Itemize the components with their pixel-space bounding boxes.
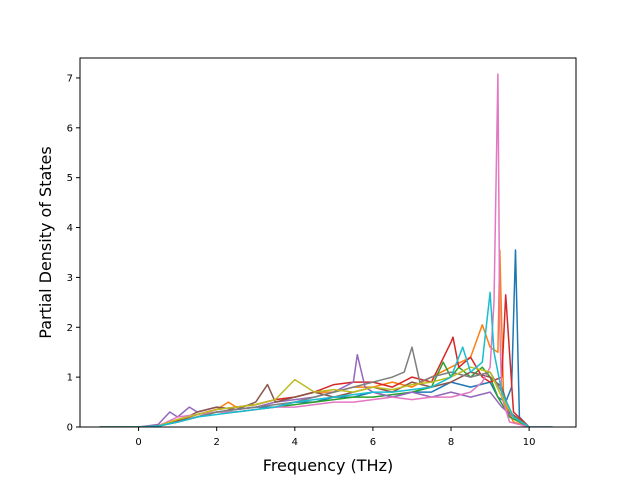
series-layer <box>99 73 553 427</box>
x-tick-label: 10 <box>523 437 536 448</box>
y-tick-label: 6 <box>67 123 73 134</box>
y-tick-label: 2 <box>67 323 73 334</box>
x-tick-label: 6 <box>370 437 376 448</box>
x-tick-label: 8 <box>448 437 454 448</box>
x-tick-label: 2 <box>214 437 220 448</box>
series-line-9 <box>99 291 530 427</box>
y-axis-ticks: 0 1 2 3 4 5 6 7 <box>67 73 80 434</box>
series-line-6 <box>99 73 530 427</box>
x-axis-label: Frequency (THz) <box>263 456 393 475</box>
x-axis-ticks: 0 2 4 6 8 10 <box>135 427 536 448</box>
y-tick-label: 7 <box>67 73 73 84</box>
plot-frame <box>79 57 577 428</box>
x-tick-label: 0 <box>135 437 141 448</box>
y-tick-label: 3 <box>67 273 73 284</box>
y-tick-label: 1 <box>67 373 73 384</box>
y-tick-label: 4 <box>67 223 73 234</box>
y-tick-label: 5 <box>67 173 73 184</box>
y-axis-label: Partial Density of States <box>36 146 55 338</box>
y-tick-label: 0 <box>67 423 73 434</box>
x-tick-label: 4 <box>292 437 298 448</box>
series-line-8 <box>99 366 530 427</box>
